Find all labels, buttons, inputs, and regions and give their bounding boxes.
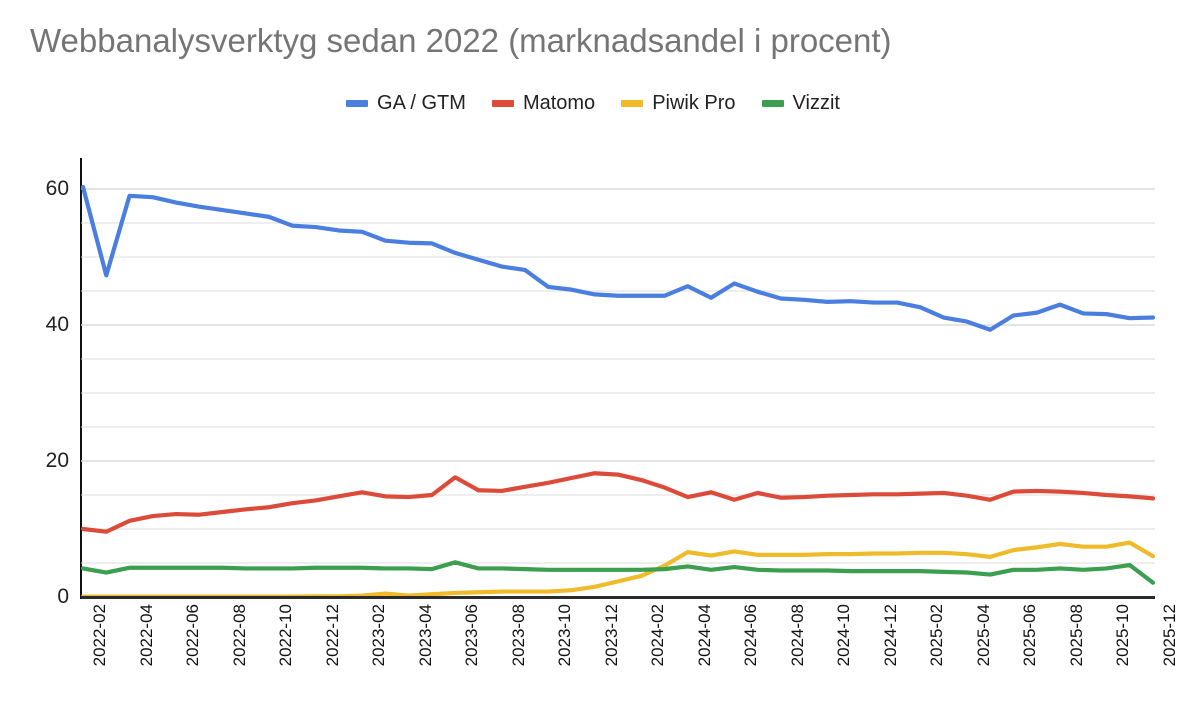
x-axis-tick-label: 2024-04	[694, 604, 714, 667]
gridlines	[81, 188, 1155, 597]
plot-svg	[81, 184, 1155, 597]
x-axis-tick-label: 2024-10	[834, 604, 854, 667]
y-axis: 0 20 40 60	[0, 160, 81, 608]
x-axis-tick-label: 2025-10	[1113, 604, 1133, 667]
x-axis-tick-label: 2022-10	[276, 604, 296, 667]
x-axis-tick-label: 2022-08	[229, 604, 249, 667]
color-swatch-icon	[761, 100, 784, 107]
legend-item-ga-gtm[interactable]: GA / GTM	[346, 92, 466, 115]
plot-area	[81, 160, 1155, 597]
x-axis-tick-label: 2022-02	[90, 604, 109, 667]
series-line-ga-gtm[interactable]	[81, 184, 1155, 332]
x-axis-tick-label: 2022-12	[322, 604, 342, 667]
x-axis-tick-label: 2024-08	[787, 604, 807, 667]
legend-item-label: Piwik Pro	[652, 92, 736, 114]
x-axis-tick-label: 2023-04	[415, 604, 435, 667]
color-swatch-icon	[491, 100, 514, 107]
series-line-vizzit[interactable]	[81, 560, 1155, 585]
x-axis-tick-label: 2023-02	[369, 604, 389, 667]
x-axis-tick-label: 2023-10	[555, 604, 575, 667]
x-axis-line	[81, 596, 1155, 599]
x-axis-tick-label: 2024-12	[880, 604, 900, 667]
x-axis-tick-label: 2023-08	[508, 604, 528, 667]
color-swatch-icon	[621, 100, 644, 107]
color-swatch-icon	[346, 100, 369, 107]
x-axis-tick-label: 2025-04	[973, 604, 993, 667]
y-axis-tick-label: 0	[57, 585, 69, 608]
legend-item-matomo[interactable]: Matomo	[491, 92, 596, 115]
x-axis-tick-label: 2025-02	[927, 604, 947, 667]
legend-item-label: GA / GTM	[377, 92, 466, 114]
x-axis-tick-label: 2023-06	[462, 604, 482, 667]
x-axis-tick-label: 2023-12	[601, 604, 621, 667]
y-axis-tick-label: 20	[45, 449, 69, 472]
legend-item-piwik-pro[interactable]: Piwik Pro	[621, 92, 736, 115]
x-axis-tick-label: 2022-04	[136, 604, 156, 667]
y-axis-tick-label: 40	[45, 313, 69, 336]
x-axis-tick-label: 2025-12	[1160, 604, 1179, 667]
x-axis: 2022-02 2022-04 2022-06 2022-08 2022-10 2022-…	[81, 604, 1179, 724]
chart-legend: GA / GTM Matomo Piwik Pro Vizzit	[0, 92, 1186, 115]
x-axis-tick-label: 2022-06	[183, 604, 203, 667]
x-axis-tick-label: 2024-02	[648, 604, 668, 667]
chart-title: Webbanalysverktyg sedan 2022 (marknadsan…	[30, 22, 892, 59]
legend-item-label: Vizzit	[792, 92, 840, 114]
y-axis-tick-label: 60	[45, 177, 69, 200]
legend-item-label: Matomo	[522, 92, 596, 114]
x-axis-tick-label: 2024-06	[741, 604, 761, 667]
x-axis-tick-label: 2025-08	[1066, 604, 1086, 667]
series-line-matomo[interactable]	[81, 471, 1155, 534]
y-axis-line	[80, 158, 82, 599]
x-axis-tick-label: 2025-06	[1020, 604, 1040, 667]
legend-item-vizzit[interactable]: Vizzit	[761, 92, 840, 115]
